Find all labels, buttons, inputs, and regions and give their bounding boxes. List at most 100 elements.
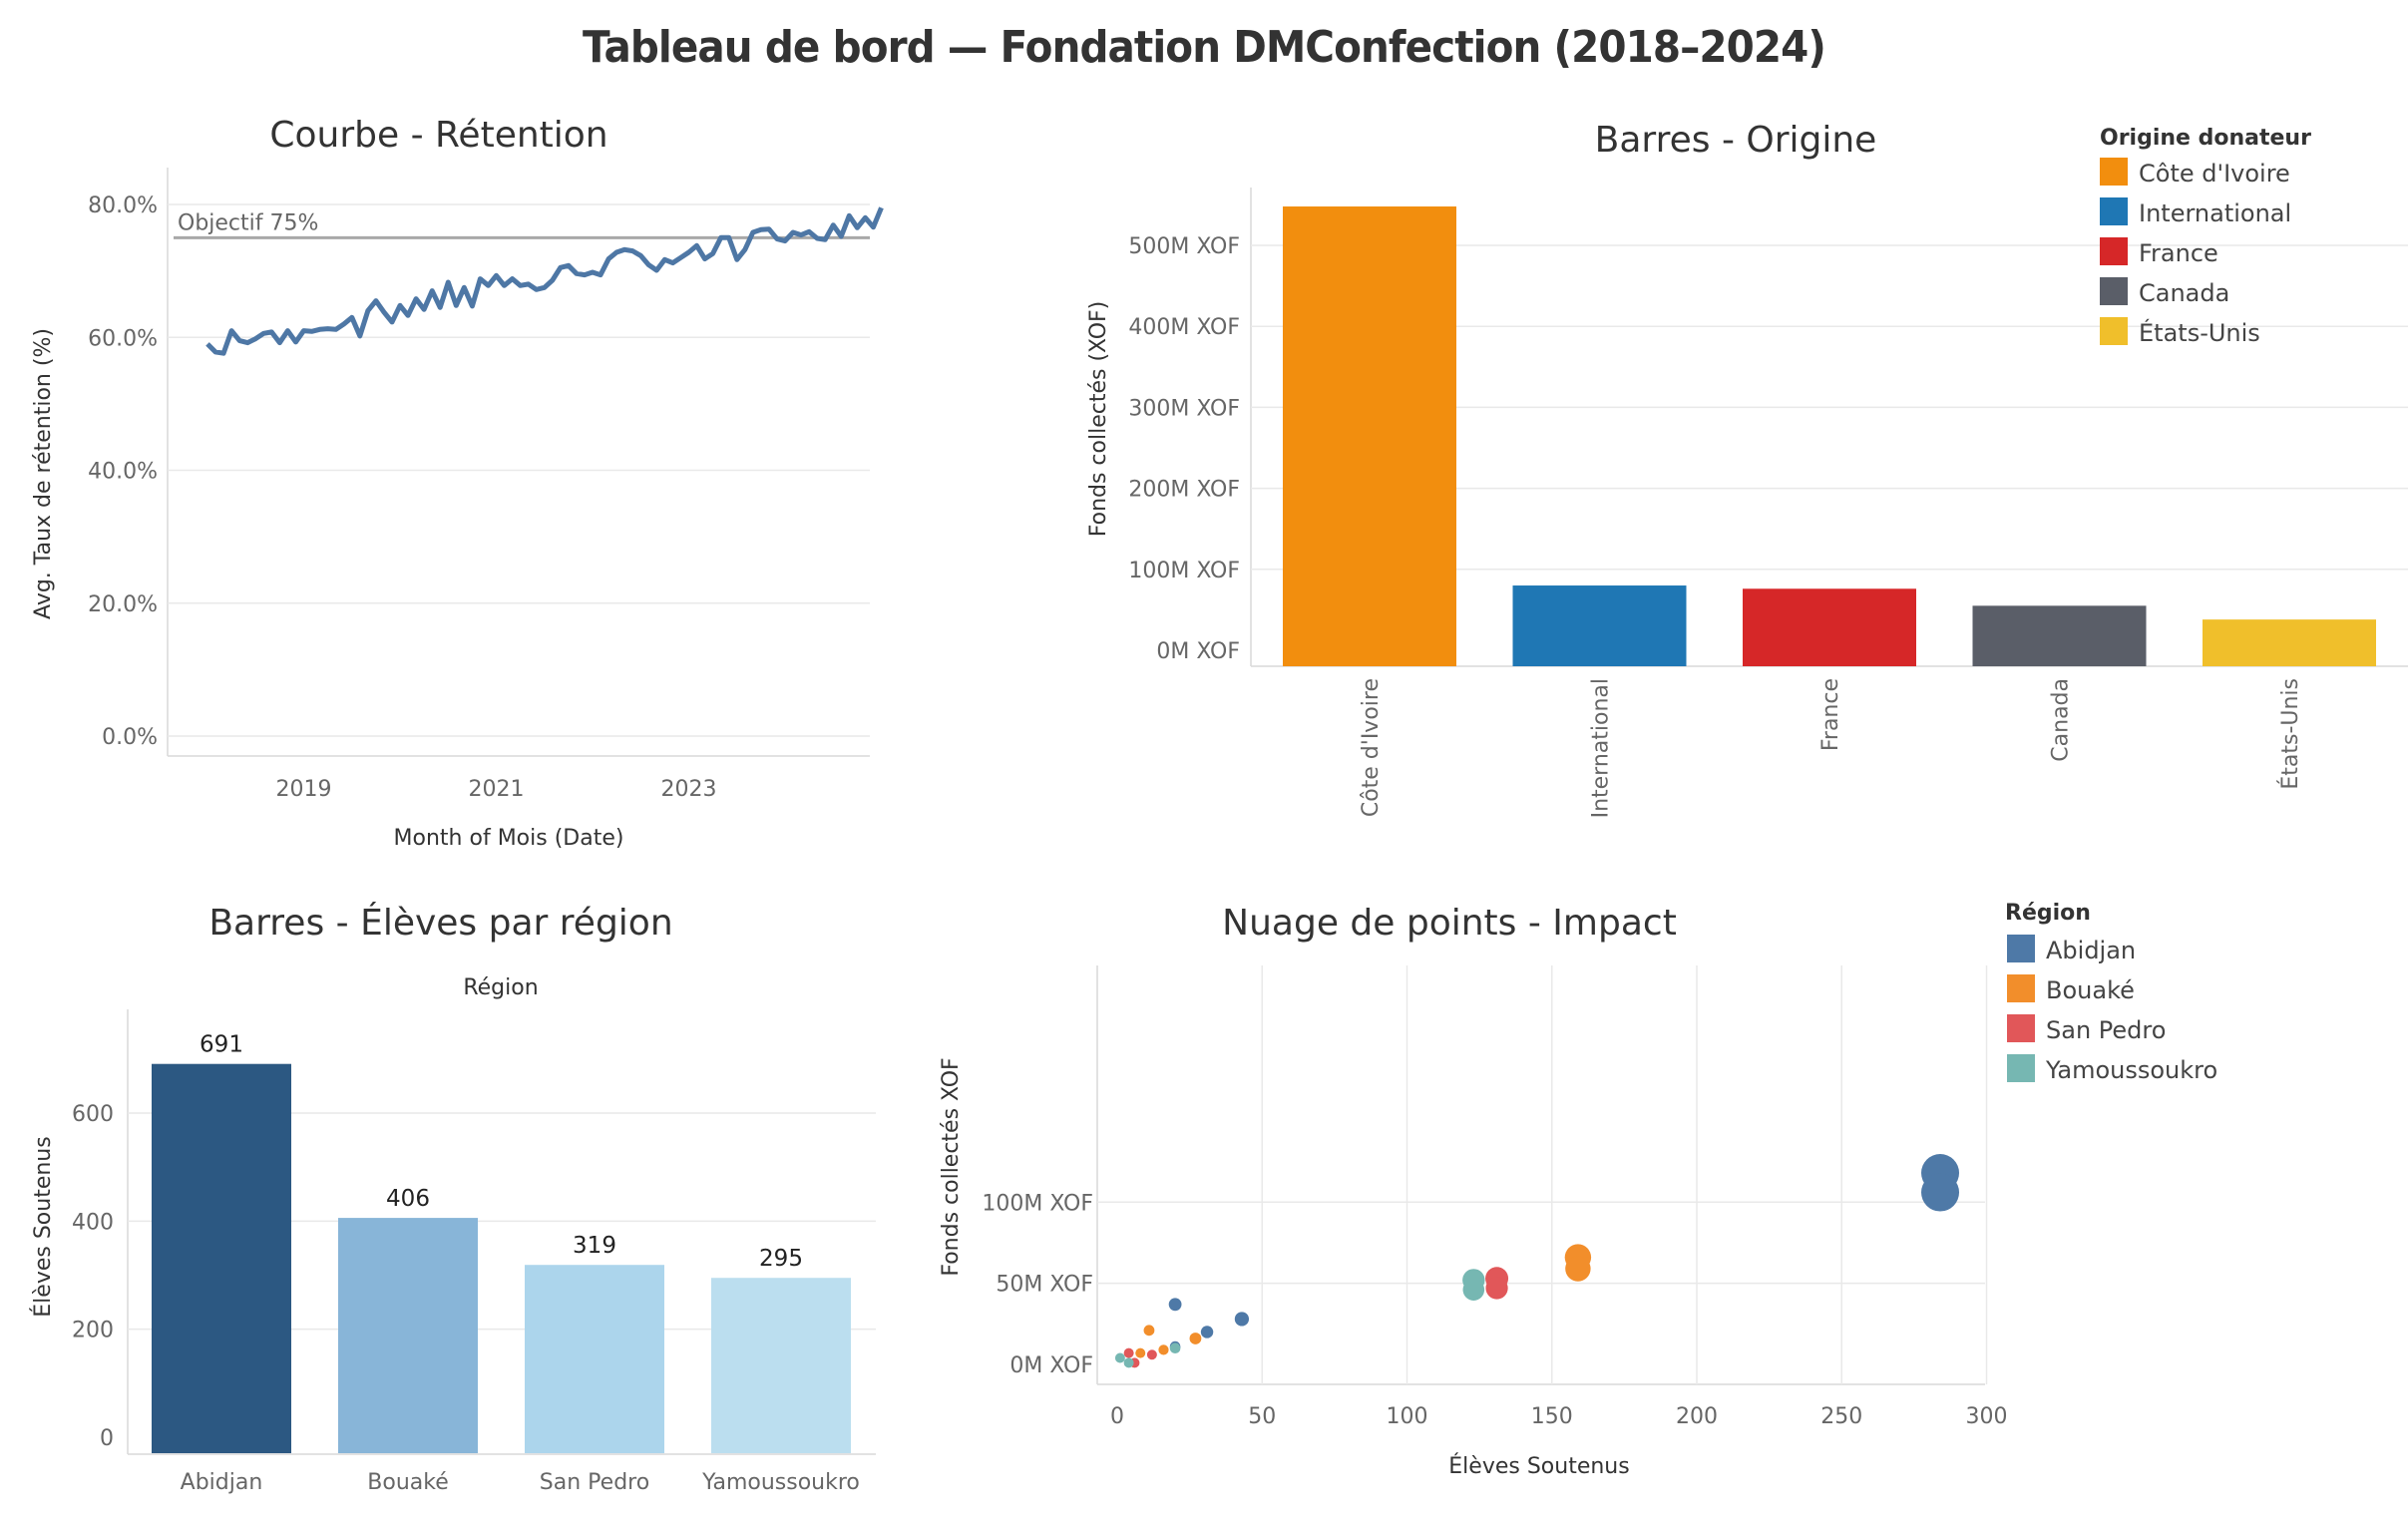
impact-point	[1123, 1357, 1134, 1368]
impact-x-tick: 100	[1387, 1404, 1428, 1429]
impact-x-tick: 300	[1966, 1404, 2008, 1429]
impact-point	[1143, 1325, 1155, 1337]
region-chart-title: Barres - Élèves par région	[208, 902, 672, 944]
retention-y-tick: 80.0%	[88, 193, 158, 218]
region-bar-data-label: 295	[759, 1246, 803, 1272]
origin-y-tick: 500M XOF	[1128, 234, 1240, 259]
retention-y-tick: 40.0%	[88, 460, 158, 485]
region-x-tick: San Pedro	[540, 1470, 649, 1495]
origin-x-tick: Canada	[2049, 678, 2074, 762]
impact-x-tick: 50	[1248, 1404, 1276, 1429]
impact-point	[1168, 1298, 1182, 1312]
impact-chart-title: Nuage de points - Impact	[1222, 903, 1677, 944]
region-bar-data-label: 406	[386, 1186, 430, 1212]
retention-chart-title: Courbe - Rétention	[269, 115, 607, 156]
impact-point	[1123, 1347, 1134, 1358]
impact-point	[1189, 1333, 1202, 1344]
impact-point	[1485, 1277, 1508, 1300]
impact-point	[1146, 1349, 1157, 1360]
retention-y-tick: 0.0%	[102, 725, 158, 750]
origin-legend-entry: États-Unis	[2139, 318, 2260, 347]
origin-legend-swatch	[2100, 158, 2128, 186]
origin-legend-entry: Canada	[2139, 279, 2229, 307]
retention-x-tick: 2019	[276, 777, 332, 802]
region-legend-swatch	[2007, 1014, 2035, 1042]
impact-y-tick: 0M XOF	[1009, 1353, 1093, 1378]
impact-point	[1234, 1312, 1250, 1327]
origin-y-tick: 200M XOF	[1128, 478, 1240, 503]
retention-x-axis-label: Month of Mois (Date)	[394, 826, 624, 851]
region-y-axis-label: Élèves Soutenus	[30, 1136, 56, 1317]
impact-y-tick: 50M XOF	[996, 1273, 1093, 1298]
region-bar-data-label: 319	[573, 1233, 616, 1259]
origin-y-tick: 100M XOF	[1128, 559, 1240, 583]
origin-legend-swatch	[2100, 197, 2128, 225]
region-bar	[152, 1063, 291, 1453]
region-bar-chart: Barres - Élèves par région Région Élèves…	[30, 902, 876, 1495]
retention-line-chart: Courbe - Rétention Avg. Taux de rétentio…	[31, 115, 884, 851]
retention-x-tick: 2021	[469, 777, 525, 802]
origin-y-tick: 0M XOF	[1156, 639, 1240, 664]
retention-y-tick: 20.0%	[88, 592, 158, 617]
region-bar	[711, 1278, 851, 1453]
region-legend: Région Abidjan Bouaké San Pedro Yamoussoukr…	[2005, 901, 2217, 1084]
origin-y-tick: 400M XOF	[1128, 315, 1240, 340]
region-y-tick: 600	[72, 1102, 114, 1127]
retention-x-tick: 2023	[661, 777, 717, 802]
region-bar	[525, 1265, 664, 1453]
impact-scatter-chart: Nuage de points - Impact Fonds collectés…	[939, 901, 2217, 1479]
region-y-tick: 400	[72, 1210, 114, 1235]
region-bar-data-label: 691	[200, 1032, 243, 1058]
origin-legend: Origine donateur Côte d'Ivoire Internatio…	[2100, 126, 2311, 347]
impact-point	[1462, 1279, 1485, 1301]
origin-bar	[1743, 588, 1916, 666]
origin-x-tick: France	[1818, 678, 1843, 751]
impact-point	[1135, 1347, 1146, 1358]
origin-legend-entry: International	[2139, 199, 2291, 227]
impact-x-tick: 0	[1110, 1404, 1124, 1429]
region-y-tick: 0	[100, 1426, 114, 1451]
impact-x-tick: 250	[1820, 1404, 1862, 1429]
origin-bar	[1283, 206, 1456, 667]
origin-legend-swatch	[2100, 277, 2128, 305]
origin-bar-chart: Barres - Origine Fonds collectés (XOF) 0…	[1086, 120, 2408, 818]
region-legend-swatch	[2007, 1054, 2035, 1082]
impact-point	[1114, 1352, 1125, 1363]
origin-y-axis-label: Fonds collectés (XOF)	[1086, 301, 1111, 538]
origin-x-tick: Côte d'Ivoire	[1359, 678, 1384, 817]
region-x-tick: Abidjan	[181, 1470, 263, 1495]
region-x-tick: Bouaké	[367, 1470, 448, 1495]
impact-point	[1200, 1326, 1214, 1339]
impact-point	[1921, 1173, 1960, 1212]
impact-y-tick: 100M XOF	[982, 1191, 1093, 1216]
region-legend-swatch	[2007, 974, 2035, 1002]
origin-bar	[1972, 605, 2147, 666]
region-x-tick: Yamoussoukro	[701, 1470, 860, 1495]
region-legend-entry: Abidjan	[2046, 937, 2136, 964]
origin-legend-swatch	[2100, 317, 2128, 345]
origin-x-tick: États-Unis	[2277, 678, 2303, 790]
origin-x-tick: International	[1589, 678, 1614, 818]
origin-legend-swatch	[2100, 237, 2128, 265]
origin-chart-title: Barres - Origine	[1595, 120, 1877, 161]
impact-x-axis-label: Élèves Soutenus	[1448, 1453, 1629, 1479]
origin-legend-title: Origine donateur	[2100, 126, 2311, 151]
origin-bar	[2203, 619, 2376, 666]
region-legend-title: Région	[2005, 901, 2091, 926]
impact-point	[1169, 1342, 1181, 1354]
region-legend-swatch	[2007, 935, 2035, 962]
impact-x-tick: 200	[1676, 1404, 1718, 1429]
impact-y-axis-label: Fonds collectés XOF	[939, 1057, 964, 1276]
region-legend-entry: Yamoussoukro	[2045, 1056, 2217, 1084]
origin-y-tick: 300M XOF	[1128, 396, 1240, 421]
impact-x-tick: 150	[1531, 1404, 1573, 1429]
region-bar	[338, 1218, 478, 1453]
origin-bar	[1512, 585, 1687, 666]
origin-legend-entry: Côte d'Ivoire	[2139, 160, 2290, 188]
region-legend-entry: Bouaké	[2046, 976, 2135, 1004]
impact-point	[1158, 1344, 1169, 1355]
region-chart-subtitle: Région	[463, 975, 538, 1000]
retention-y-axis-label: Avg. Taux de rétention (%)	[31, 328, 56, 619]
region-y-tick: 200	[72, 1319, 114, 1343]
